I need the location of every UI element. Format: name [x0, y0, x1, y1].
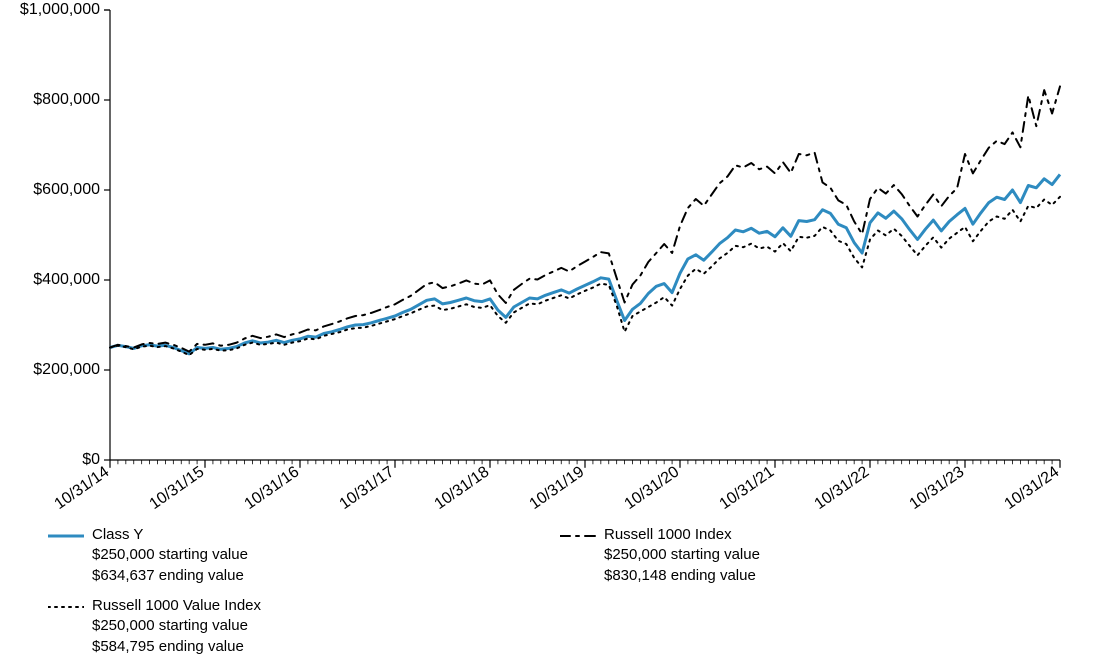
legend-title: Russell 1000 Index	[604, 525, 760, 545]
svg-text:$0: $0	[82, 451, 100, 468]
legend-title: Class Y	[92, 525, 248, 545]
legend-sub: $634,637 ending value	[92, 566, 248, 586]
svg-text:$200,000: $200,000	[33, 361, 100, 378]
svg-text:$600,000: $600,000	[33, 181, 100, 198]
legend-swatch-russell-1000-value	[48, 600, 84, 614]
legend-sub: $250,000 starting value	[92, 616, 261, 636]
svg-text:$400,000: $400,000	[33, 271, 100, 288]
svg-text:10/31/14: 10/31/14	[52, 463, 113, 513]
legend-swatch-russell-1000	[560, 529, 596, 543]
legend-sub: $250,000 starting value	[604, 545, 760, 565]
legend-sub: $584,795 ending value	[92, 637, 261, 657]
legend-sub: $830,148 ending value	[604, 566, 760, 586]
svg-text:$800,000: $800,000	[33, 91, 100, 108]
svg-text:10/31/17: 10/31/17	[337, 463, 398, 513]
svg-text:10/31/16: 10/31/16	[242, 463, 303, 513]
svg-text:10/31/18: 10/31/18	[432, 463, 493, 513]
legend-russell-1000-value: Russell 1000 Value Index $250,000 starti…	[48, 596, 261, 657]
svg-text:10/31/23: 10/31/23	[907, 463, 968, 513]
legend-russell-1000: Russell 1000 Index $250,000 starting val…	[560, 525, 760, 586]
svg-text:10/31/21: 10/31/21	[717, 463, 778, 513]
svg-text:10/31/22: 10/31/22	[812, 463, 873, 513]
svg-text:$1,000,000: $1,000,000	[20, 1, 100, 18]
legend-swatch-class-y	[48, 529, 84, 543]
svg-text:10/31/20: 10/31/20	[622, 463, 683, 513]
svg-text:10/31/19: 10/31/19	[527, 463, 588, 513]
legend-class-y: Class Y $250,000 starting value $634,637…	[48, 525, 248, 586]
svg-text:10/31/24: 10/31/24	[1002, 463, 1063, 513]
legend-sub: $250,000 starting value	[92, 545, 248, 565]
svg-text:10/31/15: 10/31/15	[147, 463, 208, 513]
legend-title: Russell 1000 Value Index	[92, 596, 261, 616]
growth-chart: $0 $200,000 $400,000 $600,000 $800,000 $1,000…	[0, 0, 1100, 653]
